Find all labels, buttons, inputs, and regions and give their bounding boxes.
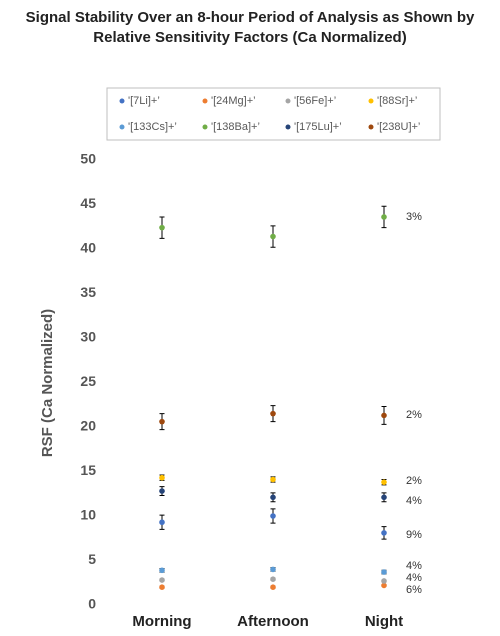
annotation: 3%: [406, 211, 422, 223]
legend-label: '[133Cs]+’: [128, 121, 177, 133]
y-tick-label: 0: [88, 596, 96, 612]
x-tick-label: Afternoon: [237, 613, 309, 630]
y-tick-label: 35: [80, 284, 96, 300]
legend-marker: [285, 98, 291, 104]
annotation: 2%: [406, 475, 422, 487]
legend-label: '[88Sr]+’: [377, 95, 417, 107]
legend-marker: [119, 98, 125, 104]
dot: [159, 474, 165, 481]
legend-label: '[138Ba]+’: [211, 121, 260, 133]
y-tick-label: 30: [80, 329, 96, 345]
dot: [381, 494, 387, 501]
legend-label: '[56Fe]+’: [294, 95, 336, 107]
annotation: 2%: [406, 409, 422, 421]
dot: [159, 584, 165, 590]
y-tick-label: 20: [80, 418, 96, 434]
legend-label: '[24Mg]+’: [211, 95, 256, 107]
legend-label: '[175Lu]+’: [294, 121, 342, 133]
annotation: 4%: [406, 560, 422, 572]
legend-box: [106, 87, 441, 141]
dot: [270, 410, 276, 417]
annotation: 4%: [406, 572, 422, 584]
dot: [270, 513, 276, 519]
dot: [159, 224, 165, 231]
dot: [270, 233, 276, 240]
dot: [381, 569, 387, 575]
legend-marker: [119, 124, 125, 130]
dot: [270, 584, 276, 590]
y-tick-label: 45: [80, 195, 96, 211]
legend-marker: [285, 124, 291, 130]
dot: [159, 567, 165, 574]
dot: [159, 577, 165, 583]
dot: [381, 214, 387, 220]
dot: [381, 530, 387, 536]
dot: [381, 582, 387, 589]
x-tick-label: Morning: [132, 613, 191, 630]
annotation: 9%: [406, 529, 422, 541]
dot: [270, 566, 276, 573]
y-tick-label: 15: [80, 462, 96, 478]
dot: [159, 488, 165, 494]
y-tick-label: 10: [80, 507, 96, 523]
legend-marker: [202, 124, 208, 130]
legend-label: '[7Li]+’: [128, 95, 160, 107]
dot: [381, 578, 387, 584]
chart-title: Signal Stability Over an 8-hour Period o…: [26, 9, 475, 26]
y-tick-label: 50: [80, 151, 96, 167]
dot: [270, 494, 276, 501]
y-tick-label: 40: [80, 240, 96, 256]
legend-marker: [368, 98, 374, 104]
dot: [381, 479, 387, 485]
annotation: 6%: [406, 584, 422, 596]
dot: [159, 418, 165, 425]
chart-title: Relative Sensitivity Factors (Ca Normali…: [93, 29, 406, 46]
dot: [381, 412, 387, 419]
dot: [270, 576, 276, 582]
dot: [159, 519, 165, 526]
dot: [270, 476, 276, 483]
legend-marker: [202, 98, 208, 104]
y-axis-label: RSF (Ca Normalized): [39, 309, 56, 457]
legend-label: '[238U]+’: [377, 121, 420, 133]
y-tick-label: 5: [88, 551, 96, 567]
y-tick-label: 25: [80, 373, 96, 389]
annotation: 4%: [406, 495, 422, 507]
x-tick-label: Night: [365, 613, 403, 630]
legend-marker: [368, 124, 374, 130]
